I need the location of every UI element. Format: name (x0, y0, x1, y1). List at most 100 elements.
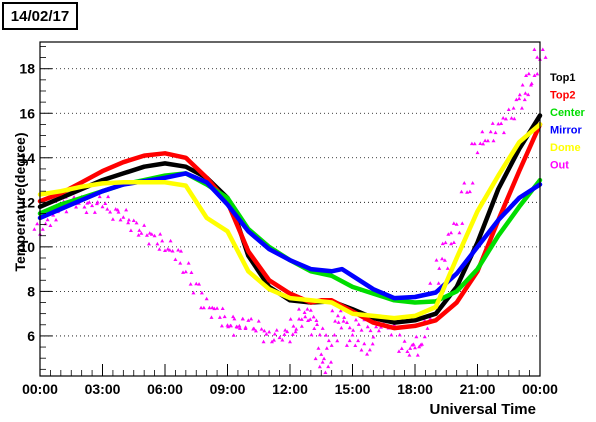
out-point (514, 97, 519, 102)
out-point (543, 55, 548, 59)
out-point (110, 217, 115, 221)
out-point (322, 356, 327, 361)
out-point (326, 364, 331, 369)
out-point (306, 318, 311, 323)
out-point (371, 335, 376, 339)
out-point (210, 305, 215, 310)
x-tick-label: 18:00 (397, 381, 433, 397)
out-point (261, 339, 266, 344)
out-point (274, 328, 279, 332)
out-point (178, 261, 183, 265)
legend-mirror: Mirror (550, 125, 583, 137)
out-point (303, 314, 308, 319)
out-point (451, 240, 456, 245)
out-point (259, 327, 264, 331)
out-point (501, 116, 506, 120)
out-point (158, 232, 163, 236)
out-point (32, 227, 37, 231)
out-point (116, 210, 121, 214)
out-point (271, 338, 276, 342)
out-point (249, 316, 254, 321)
out-point (462, 180, 467, 185)
out-point (51, 213, 56, 217)
out-point (160, 238, 165, 243)
out-point (532, 47, 537, 51)
out-point (374, 324, 379, 329)
out-point (428, 281, 433, 285)
y-axis-title: Temperature(degree) (12, 132, 28, 271)
out-point (370, 341, 375, 346)
out-point (339, 325, 344, 330)
x-tick-label: 00:00 (22, 381, 58, 397)
out-point (480, 129, 485, 134)
out-point (238, 326, 242, 330)
out-point (188, 282, 193, 286)
out-point (493, 130, 498, 135)
out-point (288, 339, 292, 344)
out-point (511, 106, 516, 110)
out-point (90, 203, 95, 208)
out-point (396, 349, 401, 353)
out-point (240, 316, 245, 321)
out-point (413, 345, 417, 350)
legend-dome: Dome (550, 142, 581, 154)
out-point (92, 210, 97, 214)
out-point (442, 258, 447, 262)
legend-out: Out (550, 160, 569, 172)
out-point (317, 332, 322, 337)
out-point (333, 319, 338, 323)
out-point (488, 129, 493, 134)
out-point (367, 347, 372, 352)
x-tick-label: 03:00 (85, 381, 121, 397)
y-axis: 6 8 10 12 14 16 18 (19, 46, 52, 370)
out-point (283, 328, 288, 332)
out-point (397, 332, 402, 337)
out-point (121, 215, 126, 219)
out-point (417, 344, 422, 349)
out-point (491, 138, 496, 143)
out-point (326, 338, 331, 343)
out-point (365, 324, 370, 329)
out-point (329, 343, 334, 347)
out-point (168, 238, 173, 243)
out-point (316, 346, 321, 350)
series-layer (32, 47, 548, 374)
out-point (356, 338, 361, 343)
out-point (173, 257, 178, 262)
out-point (199, 305, 204, 310)
out-point (451, 221, 456, 225)
out-point (535, 71, 540, 76)
out-point (207, 305, 212, 310)
out-point (341, 319, 346, 323)
out-point (94, 201, 99, 206)
out-point (256, 319, 261, 323)
out-point (419, 342, 424, 346)
out-point (389, 332, 394, 337)
out-point (103, 201, 108, 206)
out-point (106, 194, 111, 199)
out-point (415, 353, 420, 357)
out-point (219, 323, 224, 328)
out-point (475, 150, 480, 155)
out-point (332, 333, 337, 337)
out-point (124, 207, 129, 212)
out-point (209, 315, 214, 319)
out-point (356, 322, 361, 326)
out-point (490, 121, 495, 125)
out-point (100, 204, 105, 209)
out-point (217, 315, 222, 319)
out-point (449, 241, 454, 246)
out-point (235, 325, 240, 329)
out-point (146, 241, 151, 246)
x-axis: 00:00 03:00 06:00 09:00 12:00 15:00 18:00 21:00… (22, 364, 558, 397)
out-point (347, 338, 352, 343)
out-point (336, 320, 341, 324)
out-point (232, 316, 237, 321)
out-point (483, 138, 488, 143)
out-point (532, 73, 537, 77)
y-tick-label: 12 (19, 194, 35, 210)
out-point (136, 233, 141, 237)
x-tick-label: 12:00 (272, 381, 308, 397)
out-point (147, 231, 152, 235)
